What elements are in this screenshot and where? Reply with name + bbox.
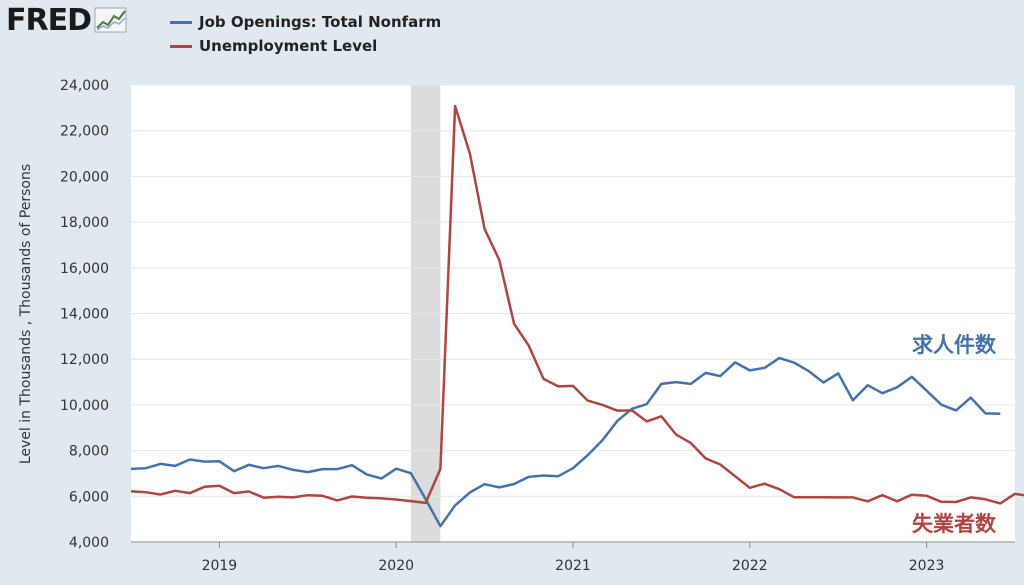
fred-logo[interactable]: FRED <box>6 2 128 38</box>
series-line-1 <box>130 104 1024 505</box>
annotation-unemployment: 失業者数 <box>912 512 997 536</box>
x-tick-label: 2023 <box>909 558 945 574</box>
x-tick-label: 2020 <box>378 558 414 574</box>
y-tick-label: 16,000 <box>60 261 109 277</box>
legend-label: Job Openings: Total Nonfarm <box>199 13 442 31</box>
y-tick-label: 14,000 <box>60 307 109 323</box>
legend-item-job-openings[interactable]: Job Openings: Total Nonfarm <box>170 10 441 34</box>
y-tick-label: 10,000 <box>60 398 109 414</box>
y-tick-label: 22,000 <box>60 124 109 140</box>
x-tick-label: 2022 <box>732 558 768 574</box>
legend-label: Unemployment Level <box>199 37 378 55</box>
x-tick-label: 2021 <box>555 558 591 574</box>
annotation-job-openings: 求人件数 <box>912 333 997 357</box>
y-tick-label: 12,000 <box>60 352 109 368</box>
fred-logo-text: FRED <box>6 2 92 38</box>
y-tick-label: 6,000 <box>69 489 109 505</box>
legend-item-unemployment[interactable]: Unemployment Level <box>170 34 441 58</box>
legend-swatch <box>170 44 192 48</box>
chart-legend: Job Openings: Total Nonfarm Unemployment… <box>170 10 441 58</box>
y-tick-label: 18,000 <box>60 215 109 231</box>
legend-swatch <box>170 20 192 24</box>
y-tick-label: 4,000 <box>69 535 109 551</box>
y-axis-title: Level in Thousands , Thousands of Person… <box>18 164 34 464</box>
y-tick-label: 24,000 <box>60 78 109 94</box>
chart-line-icon <box>94 7 127 33</box>
y-tick-label: 20,000 <box>60 169 109 185</box>
y-tick-label: 8,000 <box>69 444 109 460</box>
series-line-0 <box>130 356 1001 528</box>
x-tick-label: 2019 <box>202 558 238 574</box>
